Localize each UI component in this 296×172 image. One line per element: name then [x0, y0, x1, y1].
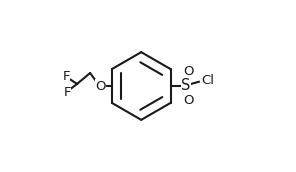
Text: O: O [96, 79, 106, 93]
Text: Cl: Cl [201, 74, 214, 87]
Text: F: F [62, 70, 70, 83]
Text: O: O [183, 65, 194, 78]
Text: O: O [183, 94, 194, 107]
Text: S: S [181, 78, 190, 94]
Text: F: F [63, 86, 71, 99]
